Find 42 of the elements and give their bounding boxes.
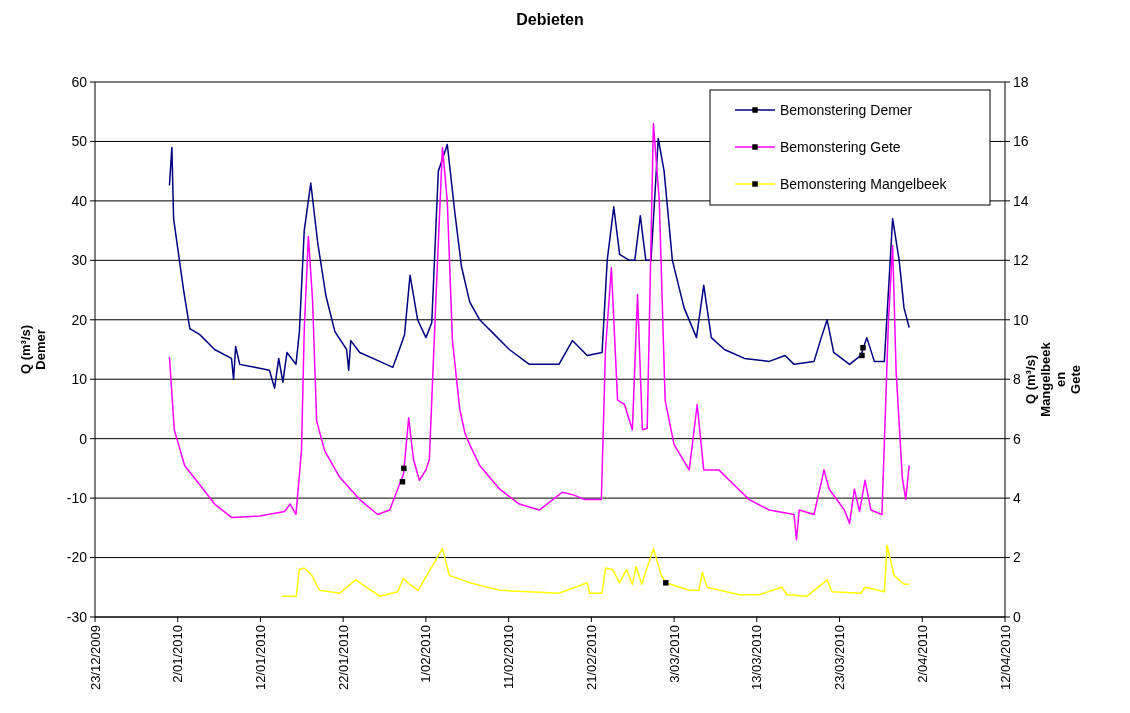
y-axis-title: Q (m³/s) Demer — [18, 324, 48, 375]
legend-label: Bemonstering Mangelbeek — [780, 175, 948, 192]
legend-label: Bemonstering Demer — [780, 101, 913, 118]
x-tick-label: 2/01/2010 — [170, 625, 186, 683]
chart-title: Debieten — [516, 11, 584, 28]
point — [401, 465, 407, 472]
y2-tick-label: 10 — [1013, 311, 1029, 328]
legend-label: Bemonstering Gete — [780, 138, 901, 155]
x-tick-label: 1/02/2010 — [418, 625, 434, 683]
y-tick-label: 0 — [79, 430, 88, 447]
y2-tick-label: 2 — [1013, 549, 1021, 566]
y-tick-label: 40 — [71, 192, 88, 209]
x-tick-label: 12/01/2010 — [253, 625, 268, 691]
y2-tick-label: 6 — [1013, 430, 1021, 447]
y2-axis-title: Q (m³/s) Mangelbeek en Gete — [1023, 341, 1083, 417]
y2-tick-label: 16 — [1013, 133, 1029, 150]
y-tick-label: 30 — [71, 252, 88, 269]
x-tick-label: 12/04/2010 — [997, 625, 1013, 691]
x-tick-label: 21/02/2010 — [583, 625, 599, 691]
x-tick-label: 2/04/2010 — [914, 625, 930, 683]
y-tick-label: -30 — [66, 608, 88, 625]
x-tick-label: 13/03/2010 — [749, 625, 765, 691]
line-series — [281, 544, 910, 597]
y2-tick-label: 12 — [1013, 252, 1029, 269]
y2-tick-label: 4 — [1013, 490, 1021, 507]
y-tick-label: 10 — [71, 371, 88, 388]
y-tick-label: -10 — [66, 490, 88, 507]
y2-tick-label: 8 — [1013, 371, 1021, 388]
y-tick-label: -20 — [66, 549, 88, 566]
x-tick-label: 11/02/2010 — [501, 625, 517, 690]
y-tick-label: 50 — [71, 133, 88, 150]
y2-tick-label: 0 — [1013, 608, 1021, 625]
y2-tick-label: 14 — [1013, 192, 1029, 209]
y2-tick-label: 18 — [1013, 73, 1029, 90]
x-tick-label: 23/03/2010 — [832, 625, 848, 691]
y-tick-label: 60 — [71, 73, 88, 90]
x-tick-label: 23/12/2009 — [87, 625, 103, 691]
x-tick-label: 3/03/2010 — [666, 625, 682, 683]
y-tick-label: 20 — [71, 311, 88, 328]
x-tick-label: 22/01/2010 — [335, 625, 351, 691]
point — [663, 580, 669, 586]
point — [399, 479, 406, 485]
